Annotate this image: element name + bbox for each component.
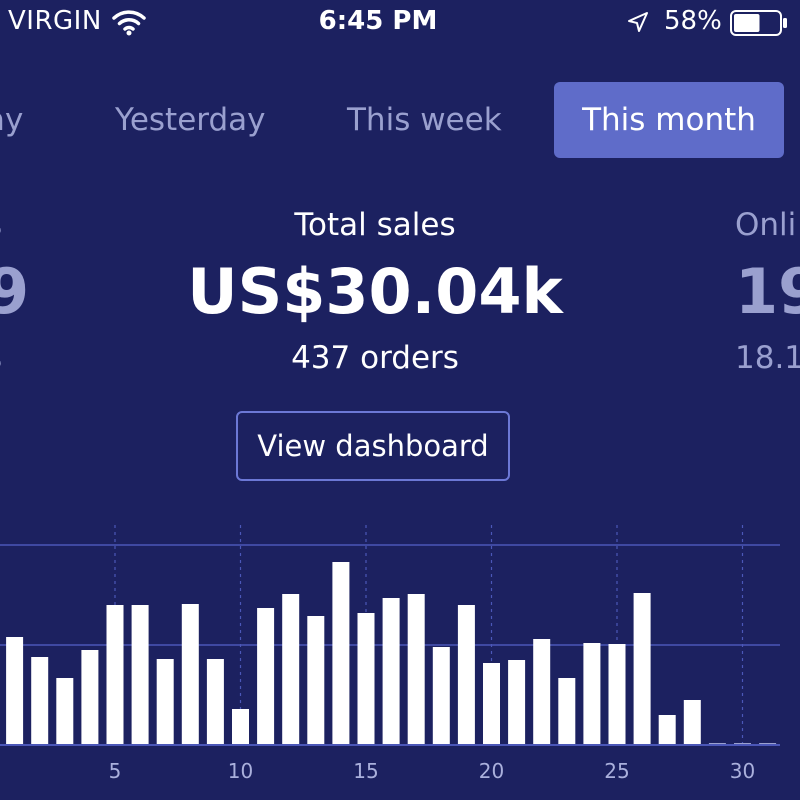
metric-card-total-sales[interactable]: Total sales US$30.04k 437 orders xyxy=(0,200,750,382)
chart-bar xyxy=(533,639,551,745)
chart-tick-label: 15 xyxy=(353,759,378,783)
chart-bar xyxy=(156,659,174,745)
metric-label: Onli xyxy=(735,207,797,243)
tab-this-week[interactable]: This week xyxy=(347,102,502,138)
metric-value: US$30.04k xyxy=(187,255,563,328)
chart-bar xyxy=(608,644,626,745)
metric-subtext: 437 orders xyxy=(291,340,459,376)
view-dashboard-button[interactable]: View dashboard xyxy=(236,411,510,481)
wifi-icon xyxy=(112,8,146,36)
chart-bar xyxy=(131,605,149,745)
metric-label: s xyxy=(0,200,29,250)
chart-bar xyxy=(357,613,375,745)
location-arrow-icon xyxy=(626,10,650,34)
chart-bar xyxy=(106,605,124,745)
tab-today[interactable]: ay xyxy=(0,102,24,138)
date-range-tabs: ay Yesterday This week This month xyxy=(0,82,800,160)
status-bar: VIRGIN 6:45 PM 58% xyxy=(0,0,800,46)
chart-bar xyxy=(457,605,475,745)
chart-bar xyxy=(56,678,74,745)
battery-percentage: 58% xyxy=(664,6,722,36)
battery-icon xyxy=(730,10,788,36)
chart-bar xyxy=(508,660,526,745)
carrier-name: VIRGIN xyxy=(8,6,102,36)
metric-label: Total sales xyxy=(294,207,456,243)
chart-tick-label: 20 xyxy=(479,759,504,783)
chart-bar xyxy=(432,647,450,745)
metric-value: 19 xyxy=(735,255,800,328)
chart-bar xyxy=(332,562,350,745)
chart-bar xyxy=(181,604,199,745)
metric-subtext: s xyxy=(0,334,29,382)
metric-card-online[interactable]: Onli 19 18.17 xyxy=(735,200,800,382)
metric-card-previous[interactable]: s 9 s xyxy=(0,200,29,382)
chart-bar xyxy=(683,700,701,745)
chart-canvas: 5 10 15 20 25 30 xyxy=(0,525,780,783)
metric-value: 9 xyxy=(0,255,30,328)
chart-bar xyxy=(633,593,651,745)
chart-bar xyxy=(31,657,49,745)
chart-bar xyxy=(81,650,99,745)
chart-bar xyxy=(407,594,425,745)
tab-this-month[interactable]: This month xyxy=(554,82,784,158)
chart-bar xyxy=(382,598,400,745)
chart-bar xyxy=(483,663,500,745)
chart-tick-label: 5 xyxy=(109,759,122,783)
chart-bar xyxy=(6,637,24,745)
chart-bar xyxy=(583,643,601,745)
chart-tick-label: 30 xyxy=(730,759,755,783)
tab-yesterday[interactable]: Yesterday xyxy=(115,102,266,138)
metric-subtext: 18.17 xyxy=(735,340,800,376)
chart-bar xyxy=(282,594,300,745)
clock-time: 6:45 PM xyxy=(318,6,438,36)
chart-bar xyxy=(232,709,249,745)
chart-bar xyxy=(206,659,224,745)
chart-bar xyxy=(257,608,275,745)
chart-bar xyxy=(658,715,676,745)
sales-bar-chart: 5 10 15 20 25 30 xyxy=(0,510,800,800)
chart-tick-label: 25 xyxy=(604,759,629,783)
chart-bar xyxy=(558,678,576,745)
chart-bar xyxy=(307,616,325,745)
chart-tick-label: 10 xyxy=(228,759,253,783)
